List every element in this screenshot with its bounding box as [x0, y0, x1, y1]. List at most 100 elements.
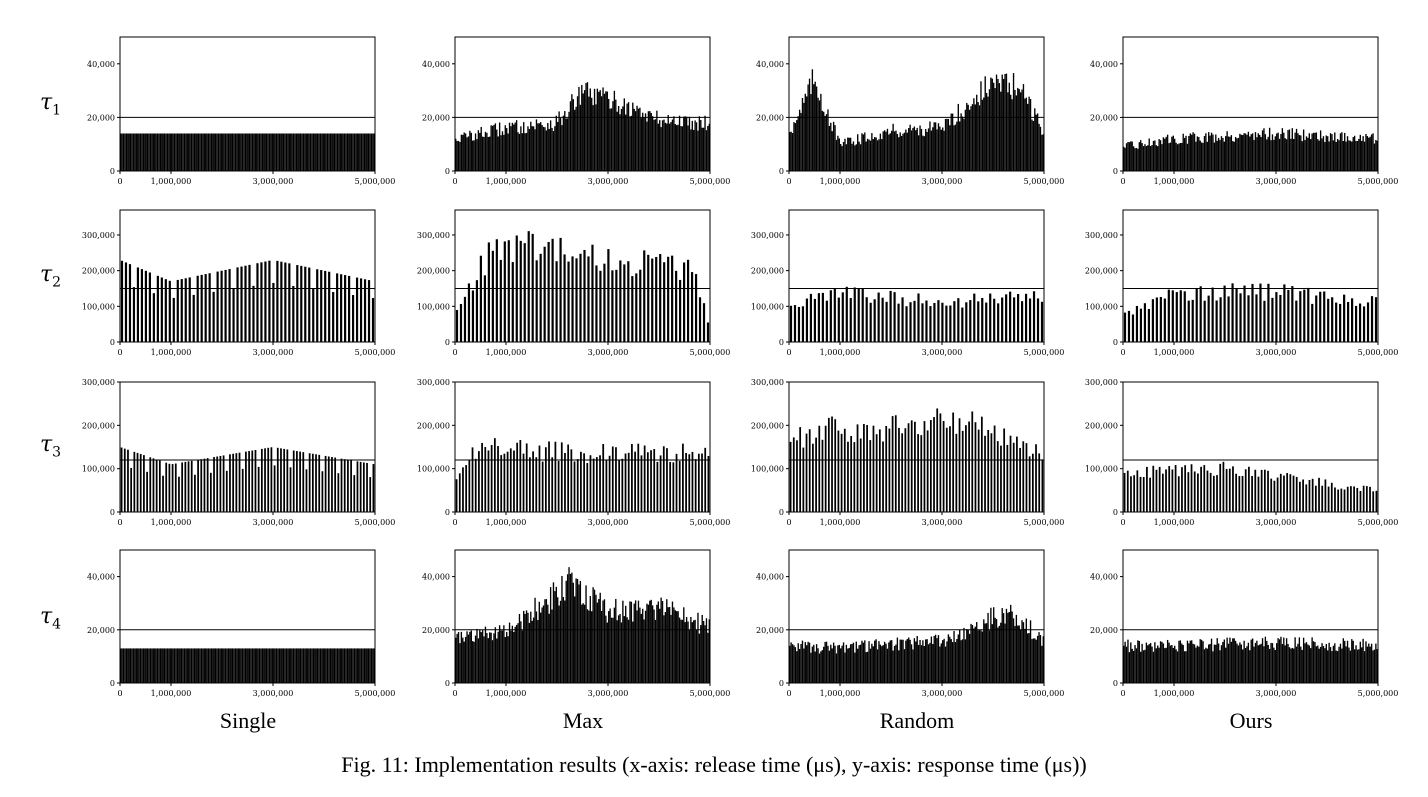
bar: [937, 300, 940, 342]
bar: [1314, 485, 1317, 512]
bar: [520, 621, 522, 683]
bar: [593, 589, 596, 683]
bar: [541, 461, 544, 512]
bar: [576, 96, 579, 171]
bar: [1353, 486, 1355, 512]
bar: [562, 115, 565, 171]
bar: [1149, 643, 1152, 683]
bar: [1319, 646, 1322, 683]
x-tick-label: 3,000,000: [253, 177, 294, 186]
bar: [817, 97, 819, 171]
bar: [851, 643, 853, 683]
bar: [806, 645, 808, 683]
plot-frame: [1122, 549, 1379, 684]
bar: [1345, 141, 1347, 171]
bar: [353, 133, 356, 171]
bar: [646, 121, 648, 171]
bar: [318, 133, 320, 171]
bar: [156, 648, 159, 683]
bar: [923, 421, 926, 512]
bar: [473, 641, 475, 683]
bar: [1128, 652, 1131, 683]
bar: [1205, 133, 1207, 171]
bar: [175, 648, 177, 683]
bar: [149, 648, 152, 683]
bar: [1339, 303, 1342, 342]
bar: [1190, 464, 1193, 512]
bar: [216, 456, 219, 512]
bar: [1169, 645, 1172, 683]
bar: [679, 279, 682, 342]
y-tick-label: 300,000: [751, 231, 784, 240]
bar: [511, 262, 514, 342]
bar: [336, 273, 339, 342]
bar: [1301, 141, 1303, 171]
y-tick-label: 200,000: [417, 267, 450, 276]
bar: [579, 580, 582, 683]
bar: [575, 578, 577, 683]
bar: [616, 620, 618, 683]
bar: [1169, 142, 1172, 171]
bar: [905, 640, 907, 683]
bar: [985, 623, 988, 683]
y-tick-label: 300,000: [1085, 231, 1118, 240]
bar: [212, 291, 215, 342]
bar: [565, 580, 567, 683]
bar: [495, 239, 498, 342]
bar: [132, 287, 136, 342]
bar: [1172, 647, 1174, 683]
bar: [195, 133, 197, 171]
bar: [636, 105, 638, 171]
bar: [852, 141, 855, 171]
bar: [1247, 131, 1250, 171]
plot-frame: [788, 209, 1045, 343]
bar: [240, 266, 243, 342]
bar: [671, 255, 674, 342]
bar: [544, 447, 547, 512]
bar: [793, 122, 795, 171]
bar: [1212, 475, 1215, 512]
bar: [554, 441, 557, 512]
bar: [1267, 644, 1269, 683]
bar: [642, 608, 644, 683]
bar: [267, 447, 270, 512]
bar: [1356, 487, 1359, 512]
bar: [1266, 139, 1268, 171]
y-tick-label: 20,000: [87, 626, 115, 635]
bar: [866, 651, 869, 683]
bar: [1308, 645, 1310, 683]
bar: [121, 133, 123, 171]
bar: [1210, 132, 1213, 171]
bar: [837, 645, 839, 683]
bar: [801, 98, 804, 171]
bar: [1248, 466, 1250, 512]
bar: [659, 608, 661, 683]
bar: [695, 122, 698, 171]
bar: [139, 648, 142, 683]
bar: [933, 417, 935, 512]
x-tick-label: 1,000,000: [151, 348, 192, 357]
bar: [1365, 641, 1367, 683]
bar: [316, 133, 319, 171]
bar: [360, 133, 363, 171]
bar: [254, 449, 257, 512]
bar: [291, 133, 293, 171]
y-tick-label: 300,000: [751, 378, 784, 387]
bar: [599, 270, 602, 342]
bar: [1260, 469, 1263, 512]
bar: [297, 133, 299, 171]
bar: [821, 110, 823, 171]
bar: [573, 461, 576, 512]
bar: [694, 619, 696, 683]
bar: [261, 133, 264, 171]
bar: [1277, 638, 1279, 683]
bar: [1192, 132, 1194, 171]
bar: [316, 648, 319, 683]
bar: [238, 452, 241, 512]
x-tick-label: 5,000,000: [1024, 518, 1065, 527]
y-tick-label: 40,000: [756, 60, 784, 69]
bar: [1228, 468, 1231, 512]
bar: [292, 450, 295, 512]
bar: [1303, 289, 1306, 342]
bar: [934, 122, 937, 171]
